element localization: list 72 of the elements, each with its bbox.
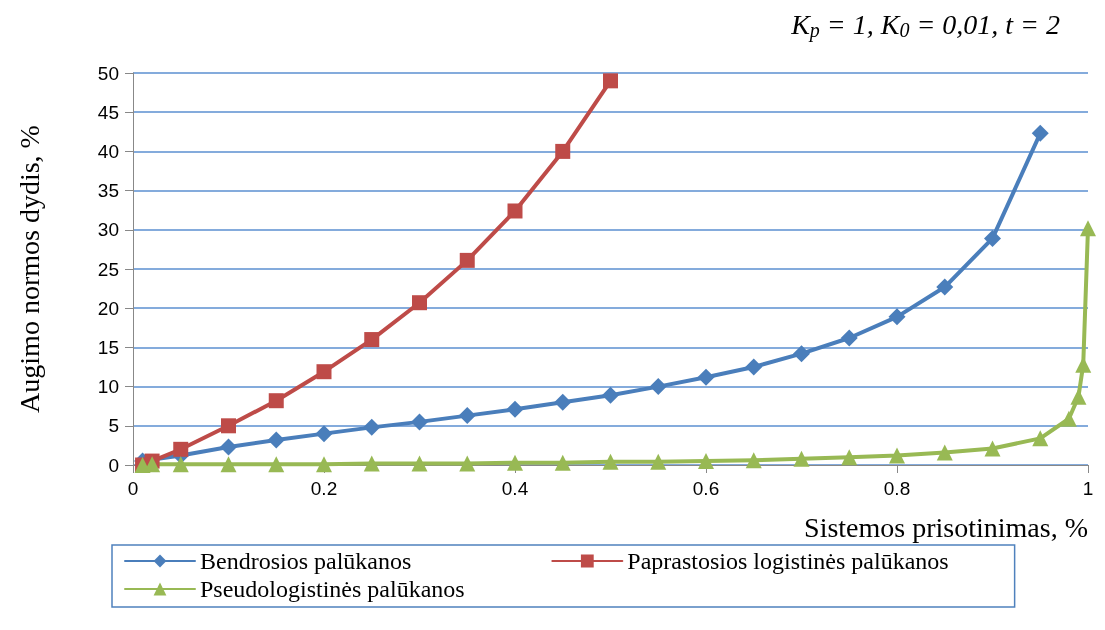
y-tick-label: 30	[97, 219, 119, 241]
point	[220, 438, 237, 456]
point	[697, 368, 715, 386]
x-tick-label: 0.2	[310, 478, 338, 499]
point	[507, 203, 523, 219]
y-axis-title: Augimo normos dydis, %	[13, 125, 45, 413]
x-axis-title: Sistemos prisotinimas, %	[804, 511, 1088, 543]
point	[602, 453, 619, 470]
point	[172, 456, 189, 473]
y-tick-label: 0	[108, 454, 119, 476]
legend-label: Paprastosios logistinės palūkanos	[627, 548, 949, 574]
point	[173, 441, 189, 457]
y-tick-label: 10	[97, 376, 119, 398]
x-tick-label: 0.6	[692, 478, 720, 499]
y-tick-label: 20	[97, 297, 119, 319]
point	[984, 440, 1001, 457]
point	[459, 252, 475, 268]
x-tick-label: 0	[127, 478, 139, 499]
point	[1031, 124, 1049, 142]
point	[316, 456, 332, 473]
point	[221, 418, 236, 434]
y-tick-label: 40	[97, 140, 119, 162]
point	[554, 393, 572, 411]
x-tick-label: 0.8	[883, 478, 911, 499]
y-tick-label: 45	[97, 101, 119, 123]
point	[412, 295, 427, 311]
point	[936, 278, 954, 296]
point	[458, 407, 476, 425]
point	[745, 452, 762, 469]
point	[315, 425, 333, 443]
y-tick-label: 25	[97, 258, 119, 280]
point	[793, 345, 810, 363]
y-tick-label: 15	[97, 336, 119, 358]
point	[555, 143, 571, 159]
point	[1070, 388, 1087, 405]
point	[603, 73, 618, 89]
point	[363, 455, 380, 472]
point	[1060, 410, 1077, 427]
point	[268, 456, 285, 473]
point	[316, 364, 332, 380]
point	[506, 400, 524, 418]
legend-label: Bendrosios palūkanos	[200, 548, 412, 574]
point	[888, 308, 906, 326]
point	[507, 454, 523, 471]
point	[364, 332, 380, 348]
point	[841, 449, 858, 466]
x-tick-label: 1	[1082, 478, 1094, 499]
point	[363, 418, 381, 436]
point	[411, 455, 428, 472]
point	[984, 229, 1001, 247]
x-tick-label: 0.4	[501, 478, 529, 499]
point	[220, 456, 237, 473]
y-tick-label: 50	[97, 62, 119, 84]
y-tick-label: 35	[97, 180, 119, 202]
point	[889, 447, 905, 464]
point	[698, 453, 714, 470]
point	[936, 444, 953, 461]
point	[459, 455, 476, 472]
legend-label: Pseudologistinės palūkanos	[200, 576, 465, 602]
y-tick-label: 5	[108, 415, 119, 437]
point	[267, 431, 285, 449]
point	[268, 393, 284, 409]
point	[840, 329, 858, 347]
point	[602, 386, 619, 404]
point	[1032, 430, 1049, 447]
point	[1080, 220, 1096, 237]
point	[554, 454, 571, 471]
point	[411, 413, 428, 431]
point	[650, 453, 667, 470]
point	[649, 378, 667, 396]
point	[793, 450, 810, 467]
point	[745, 358, 763, 376]
